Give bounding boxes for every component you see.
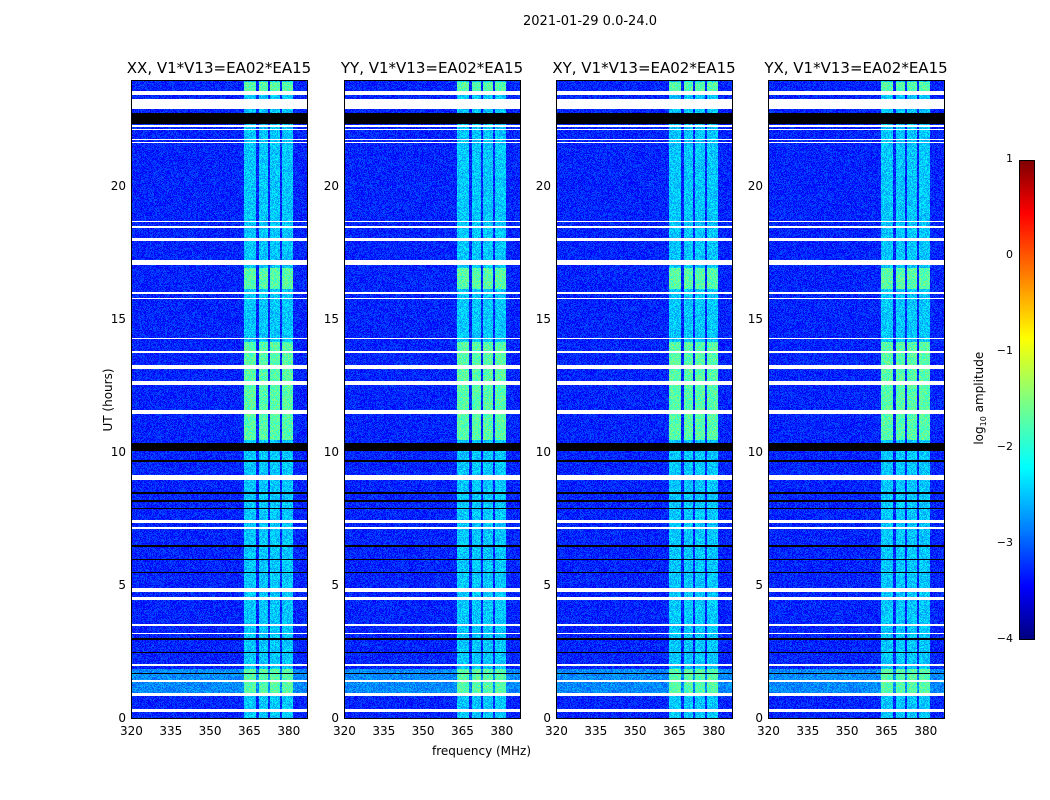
- x-axis-label: frequency (MHz): [432, 744, 532, 758]
- y-tick-label: 0: [118, 711, 126, 725]
- y-tick-label: 0: [331, 711, 339, 725]
- x-tick-label: 320: [120, 724, 143, 738]
- panel-title: YX, V1*V13=EA02*EA15: [764, 59, 948, 77]
- x-tick-label: 320: [545, 724, 568, 738]
- waterfall-heatmap-xx: [131, 81, 308, 719]
- colorbar-tick-label: −2: [996, 440, 1013, 453]
- x-tick-label: 365: [663, 724, 686, 738]
- colorbar-tick-label: −4: [996, 632, 1013, 645]
- y-tick-label: 15: [323, 312, 339, 327]
- x-tick-label: 350: [623, 724, 647, 738]
- y-tick-label: 15: [110, 312, 126, 327]
- colorbar-label: log10 amplitude: [972, 348, 988, 448]
- y-tick-label: 10: [747, 445, 763, 460]
- y-tick-label: 20: [535, 179, 551, 194]
- y-tick-label: 15: [535, 312, 551, 327]
- waterfall-heatmap-xy: [556, 81, 733, 719]
- x-tick-label: 380: [914, 724, 938, 738]
- x-tick-label: 335: [584, 724, 608, 738]
- colorbar-tick-label: 0: [1006, 248, 1013, 261]
- y-tick-label: 20: [747, 179, 763, 194]
- colorbar-label-sub: 10: [979, 416, 989, 427]
- figure-title: 2021-01-29 0.0-24.0: [523, 14, 657, 29]
- colorbar-tick-label: −3: [996, 536, 1013, 549]
- x-tick-label: 350: [835, 724, 859, 738]
- x-tick-label: 380: [490, 724, 514, 738]
- y-tick-label: 5: [331, 578, 339, 593]
- y-tick-label: 5: [755, 578, 763, 593]
- x-tick-label: 320: [333, 724, 356, 738]
- x-tick-label: 350: [411, 724, 435, 738]
- y-tick-label: 5: [118, 578, 126, 593]
- x-tick-label: 365: [451, 724, 474, 738]
- y-tick-label: 5: [543, 578, 551, 593]
- colorbar: [1019, 160, 1035, 640]
- panel-title: XY, V1*V13=EA02*EA15: [552, 59, 736, 77]
- x-tick-label: 335: [372, 724, 396, 738]
- waterfall-heatmap-yx: [768, 81, 945, 719]
- waterfall-heatmap-yy: [344, 81, 521, 719]
- y-tick-label: 0: [755, 711, 763, 725]
- x-tick-label: 335: [159, 724, 183, 738]
- y-tick-label: 10: [110, 445, 126, 460]
- x-tick-label: 365: [875, 724, 898, 738]
- y-axis-label: UT (hours): [101, 368, 115, 432]
- y-tick-label: 15: [747, 312, 763, 327]
- y-tick-label: 20: [110, 179, 126, 194]
- colorbar-label-main: log: [971, 426, 986, 445]
- x-tick-label: 350: [198, 724, 222, 738]
- x-tick-label: 380: [702, 724, 726, 738]
- x-tick-label: 365: [238, 724, 261, 738]
- panel-title: YY, V1*V13=EA02*EA15: [340, 59, 524, 77]
- y-tick-label: 0: [543, 711, 551, 725]
- x-tick-label: 335: [796, 724, 820, 738]
- x-tick-label: 320: [757, 724, 780, 738]
- colorbar-tick-label: −1: [996, 344, 1013, 357]
- colorbar-label-rest: amplitude: [971, 351, 986, 417]
- y-tick-label: 10: [535, 445, 551, 460]
- x-tick-label: 380: [277, 724, 301, 738]
- colorbar-tick-label: 1: [1006, 152, 1013, 165]
- panel-title: XX, V1*V13=EA02*EA15: [126, 59, 312, 77]
- y-tick-label: 10: [323, 445, 339, 460]
- y-tick-label: 20: [323, 179, 339, 194]
